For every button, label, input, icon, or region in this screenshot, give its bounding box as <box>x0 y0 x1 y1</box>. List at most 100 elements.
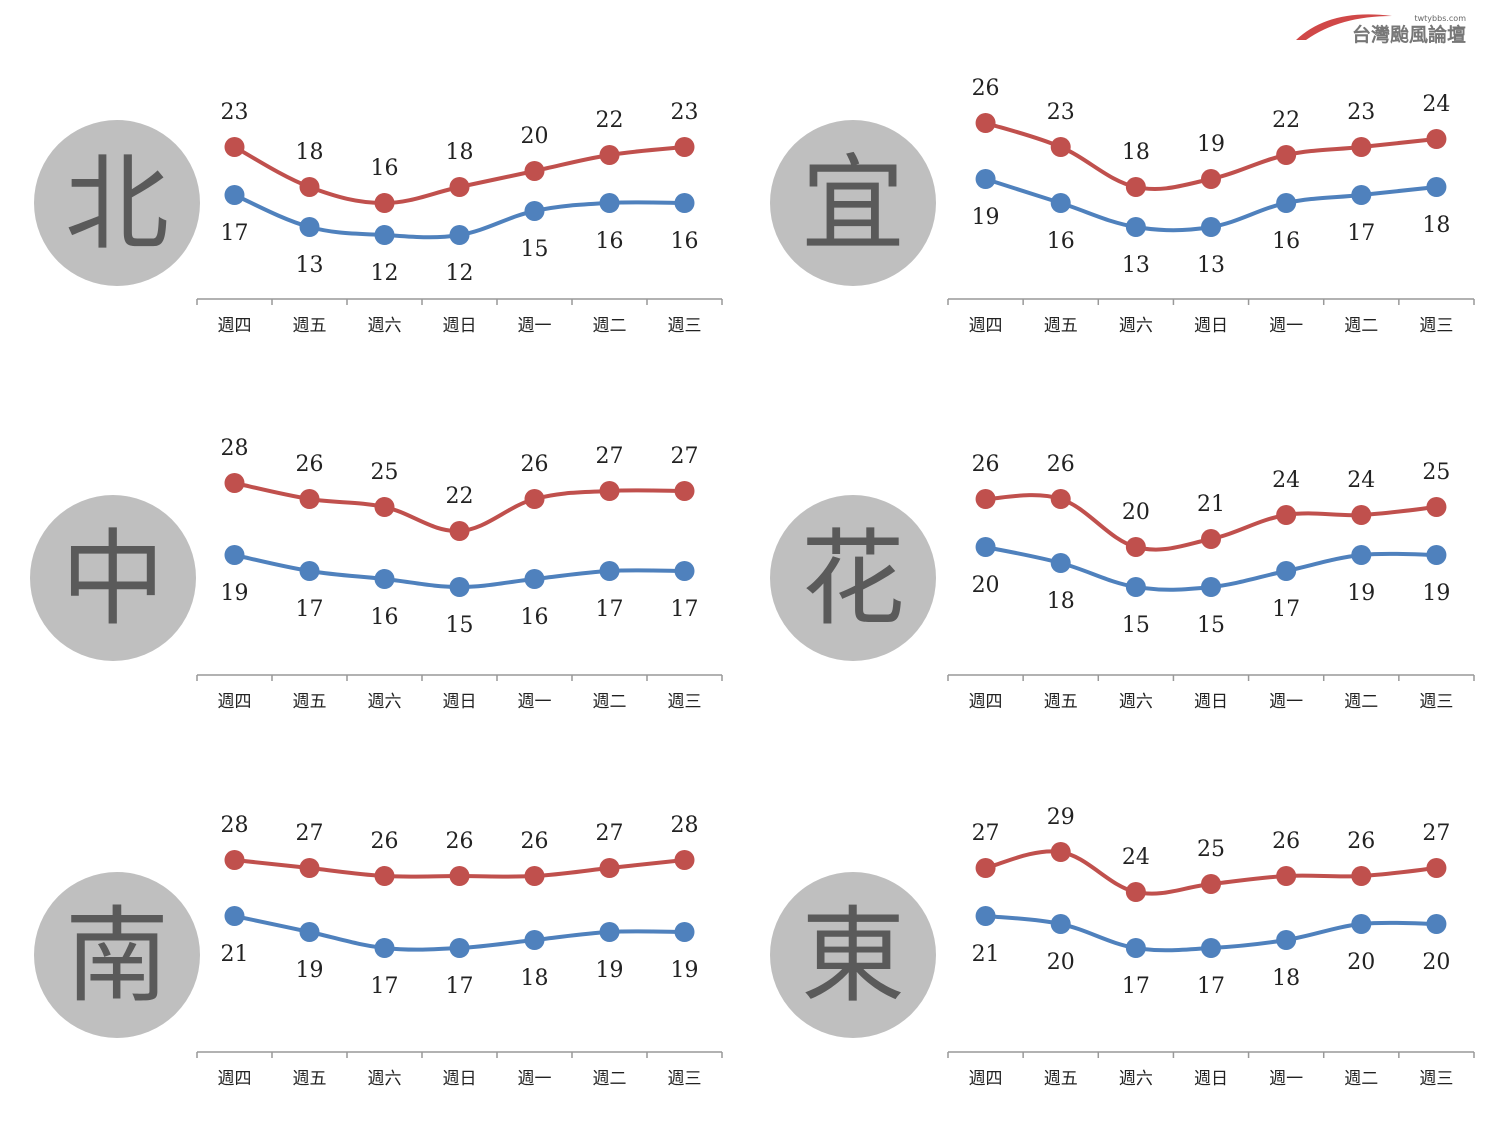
high-temperature-point <box>449 521 470 541</box>
region-label: 宜 <box>801 143 905 265</box>
high-temperature-point <box>1201 529 1221 549</box>
low-temperature-label: 17 <box>221 221 249 246</box>
high-temperature-label: 16 <box>371 156 399 181</box>
high-temperature-point <box>975 113 996 133</box>
x-tick-label: 週三 <box>668 316 702 336</box>
high-temperature-point <box>374 193 395 213</box>
x-tick-label: 週五 <box>1044 692 1078 712</box>
x-tick-label: 週一 <box>1269 316 1303 336</box>
low-temperature-point <box>1050 914 1071 934</box>
low-temperature-label: 17 <box>1197 974 1225 999</box>
x-tick-label: 週三 <box>668 1069 702 1089</box>
high-temperature-label: 26 <box>1047 452 1075 477</box>
x-tick-label: 週六 <box>1119 316 1153 336</box>
low-temperature-label: 15 <box>1197 613 1225 638</box>
high-temperature-point <box>1351 137 1372 157</box>
high-temperature-point <box>374 497 395 517</box>
x-tick-label: 週一 <box>518 316 552 336</box>
x-tick-label: 週六 <box>1119 1069 1153 1089</box>
low-temperature-label: 17 <box>1272 597 1300 622</box>
region-label: 北 <box>65 143 169 265</box>
high-temperature-point <box>1050 489 1071 509</box>
high-temperature-label: 27 <box>972 821 1000 846</box>
low-temperature-label: 15 <box>521 237 549 262</box>
high-temperature-label: 24 <box>1422 92 1450 117</box>
x-tick-label: 週日 <box>1194 1069 1228 1089</box>
low-temperature-point <box>1276 561 1297 581</box>
high-temperature-point <box>374 866 395 886</box>
low-temperature-point <box>975 169 996 189</box>
low-temperature-point <box>1201 938 1221 958</box>
region-panel: 東週四 週五 週六 週日 週一 週二 週三 27 29 24 25 26 26 27 21 20 17 17 18 2… <box>770 805 1475 1089</box>
high-temperature-label: 27 <box>596 444 624 469</box>
low-temperature-point <box>1125 217 1146 237</box>
high-temperature-label: 21 <box>1197 492 1225 517</box>
high-temperature-point <box>299 489 320 509</box>
x-tick-label: 週四 <box>218 1069 252 1089</box>
high-temperature-label: 22 <box>1272 108 1300 133</box>
high-temperature-label: 27 <box>596 821 624 846</box>
low-temperature-label: 17 <box>596 597 624 622</box>
low-temperature-point <box>1426 545 1447 565</box>
x-tick-label: 週五 <box>1044 1069 1078 1089</box>
x-tick-label: 週五 <box>293 1069 327 1089</box>
high-temperature-label: 29 <box>1047 805 1075 830</box>
low-temperature-label: 16 <box>596 229 624 254</box>
high-temperature-label: 25 <box>1197 837 1225 862</box>
high-temperature-point <box>674 850 695 870</box>
high-temperature-point <box>1276 866 1297 886</box>
region-panel: 花週四 週五 週六 週日 週一 週二 週三 26 26 20 21 24 24 25 20 18 15 15 17 1… <box>770 452 1475 712</box>
low-temperature-label: 19 <box>1422 581 1450 606</box>
x-tick-label: 週一 <box>1269 1069 1303 1089</box>
high-temperature-label: 28 <box>221 813 249 838</box>
high-temperature-point <box>1050 842 1071 862</box>
low-temperature-point <box>374 938 395 958</box>
x-tick-label: 週二 <box>593 316 627 336</box>
site-logo: twtybbs.com 台灣颱風論壇 <box>1296 14 1466 46</box>
logo-text: 台灣颱風論壇 <box>1352 23 1466 46</box>
x-tick-label: 週三 <box>668 692 702 712</box>
region-circle <box>770 120 936 286</box>
x-tick-label: 週六 <box>1119 692 1153 712</box>
region-panel: 南週四 週五 週六 週日 週一 週二 週三 28 27 26 26 26 27 28 21 19 17 17 18 1… <box>34 813 723 1089</box>
high-temperature-point <box>524 866 545 886</box>
high-temperature-point <box>1125 537 1146 557</box>
low-temperature-point <box>975 537 996 557</box>
low-temperature-point <box>299 217 320 237</box>
x-tick-label: 週四 <box>969 316 1003 336</box>
high-temperature-label: 28 <box>221 436 249 461</box>
low-temperature-label: 19 <box>221 581 249 606</box>
low-temperature-point <box>674 193 695 213</box>
high-temperature-point <box>1351 866 1372 886</box>
high-temperature-label: 22 <box>446 484 474 509</box>
high-temperature-label: 26 <box>972 452 1000 477</box>
low-temperature-point <box>224 906 245 926</box>
low-temperature-label: 18 <box>1047 589 1075 614</box>
high-temperature-point <box>1276 505 1297 525</box>
low-temperature-point <box>1426 177 1447 197</box>
low-temperature-point <box>224 545 245 565</box>
high-temperature-label: 23 <box>671 100 699 125</box>
x-tick-label: 週三 <box>1419 316 1453 336</box>
region-circle <box>770 495 936 661</box>
high-temperature-point <box>1426 497 1447 517</box>
high-temperature-label: 26 <box>1347 829 1375 854</box>
low-temperature-point <box>449 938 470 958</box>
low-temperature-point <box>1351 914 1372 934</box>
low-temperature-label: 16 <box>671 229 699 254</box>
region-circle <box>770 872 936 1038</box>
high-temperature-label: 27 <box>296 821 324 846</box>
high-temperature-point <box>524 161 545 181</box>
x-tick-label: 週三 <box>1419 692 1453 712</box>
low-temperature-label: 21 <box>972 942 1000 967</box>
low-temperature-point <box>1276 930 1297 950</box>
low-temperature-point <box>599 561 620 581</box>
high-temperature-point <box>224 137 245 157</box>
high-temperature-point <box>599 481 620 501</box>
region-circle <box>34 872 200 1038</box>
high-temperature-point <box>1050 137 1071 157</box>
low-temperature-point <box>1125 938 1146 958</box>
x-tick-label: 週六 <box>368 316 402 336</box>
high-temperature-label: 27 <box>671 444 699 469</box>
